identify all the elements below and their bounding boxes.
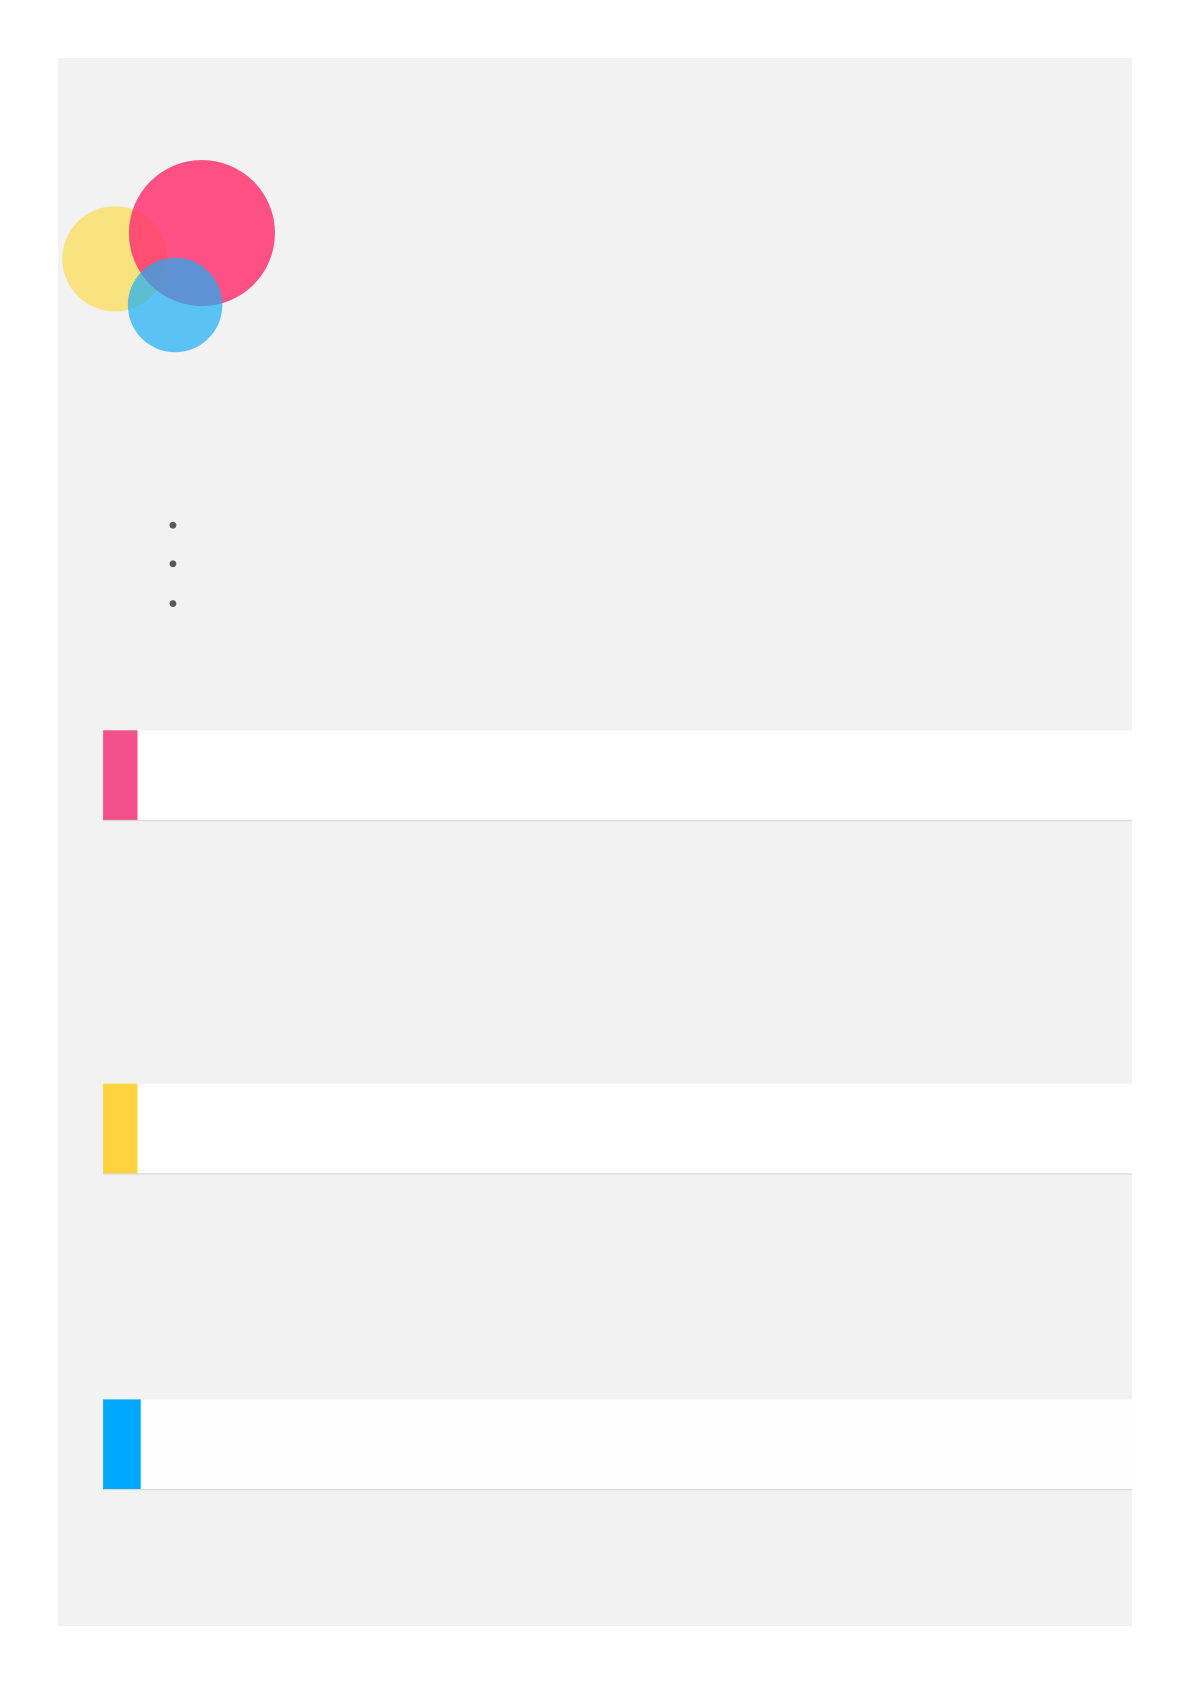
header-band bbox=[103, 730, 1132, 821]
header-accent bbox=[103, 1083, 138, 1174]
section-header bbox=[103, 730, 1132, 822]
bullet bbox=[169, 600, 177, 608]
logo bbox=[62, 160, 275, 353]
page-body bbox=[58, 57, 1132, 1627]
header-accent bbox=[103, 1399, 141, 1490]
logo-circle-blue bbox=[127, 257, 223, 353]
header-band bbox=[103, 1399, 1132, 1490]
header-accent bbox=[103, 730, 138, 821]
header-band bbox=[103, 1083, 1132, 1174]
section-header bbox=[103, 1399, 1132, 1491]
bullet bbox=[169, 521, 177, 529]
bullet bbox=[169, 560, 177, 568]
section-header bbox=[103, 1083, 1132, 1175]
bullet-list bbox=[169, 521, 177, 608]
